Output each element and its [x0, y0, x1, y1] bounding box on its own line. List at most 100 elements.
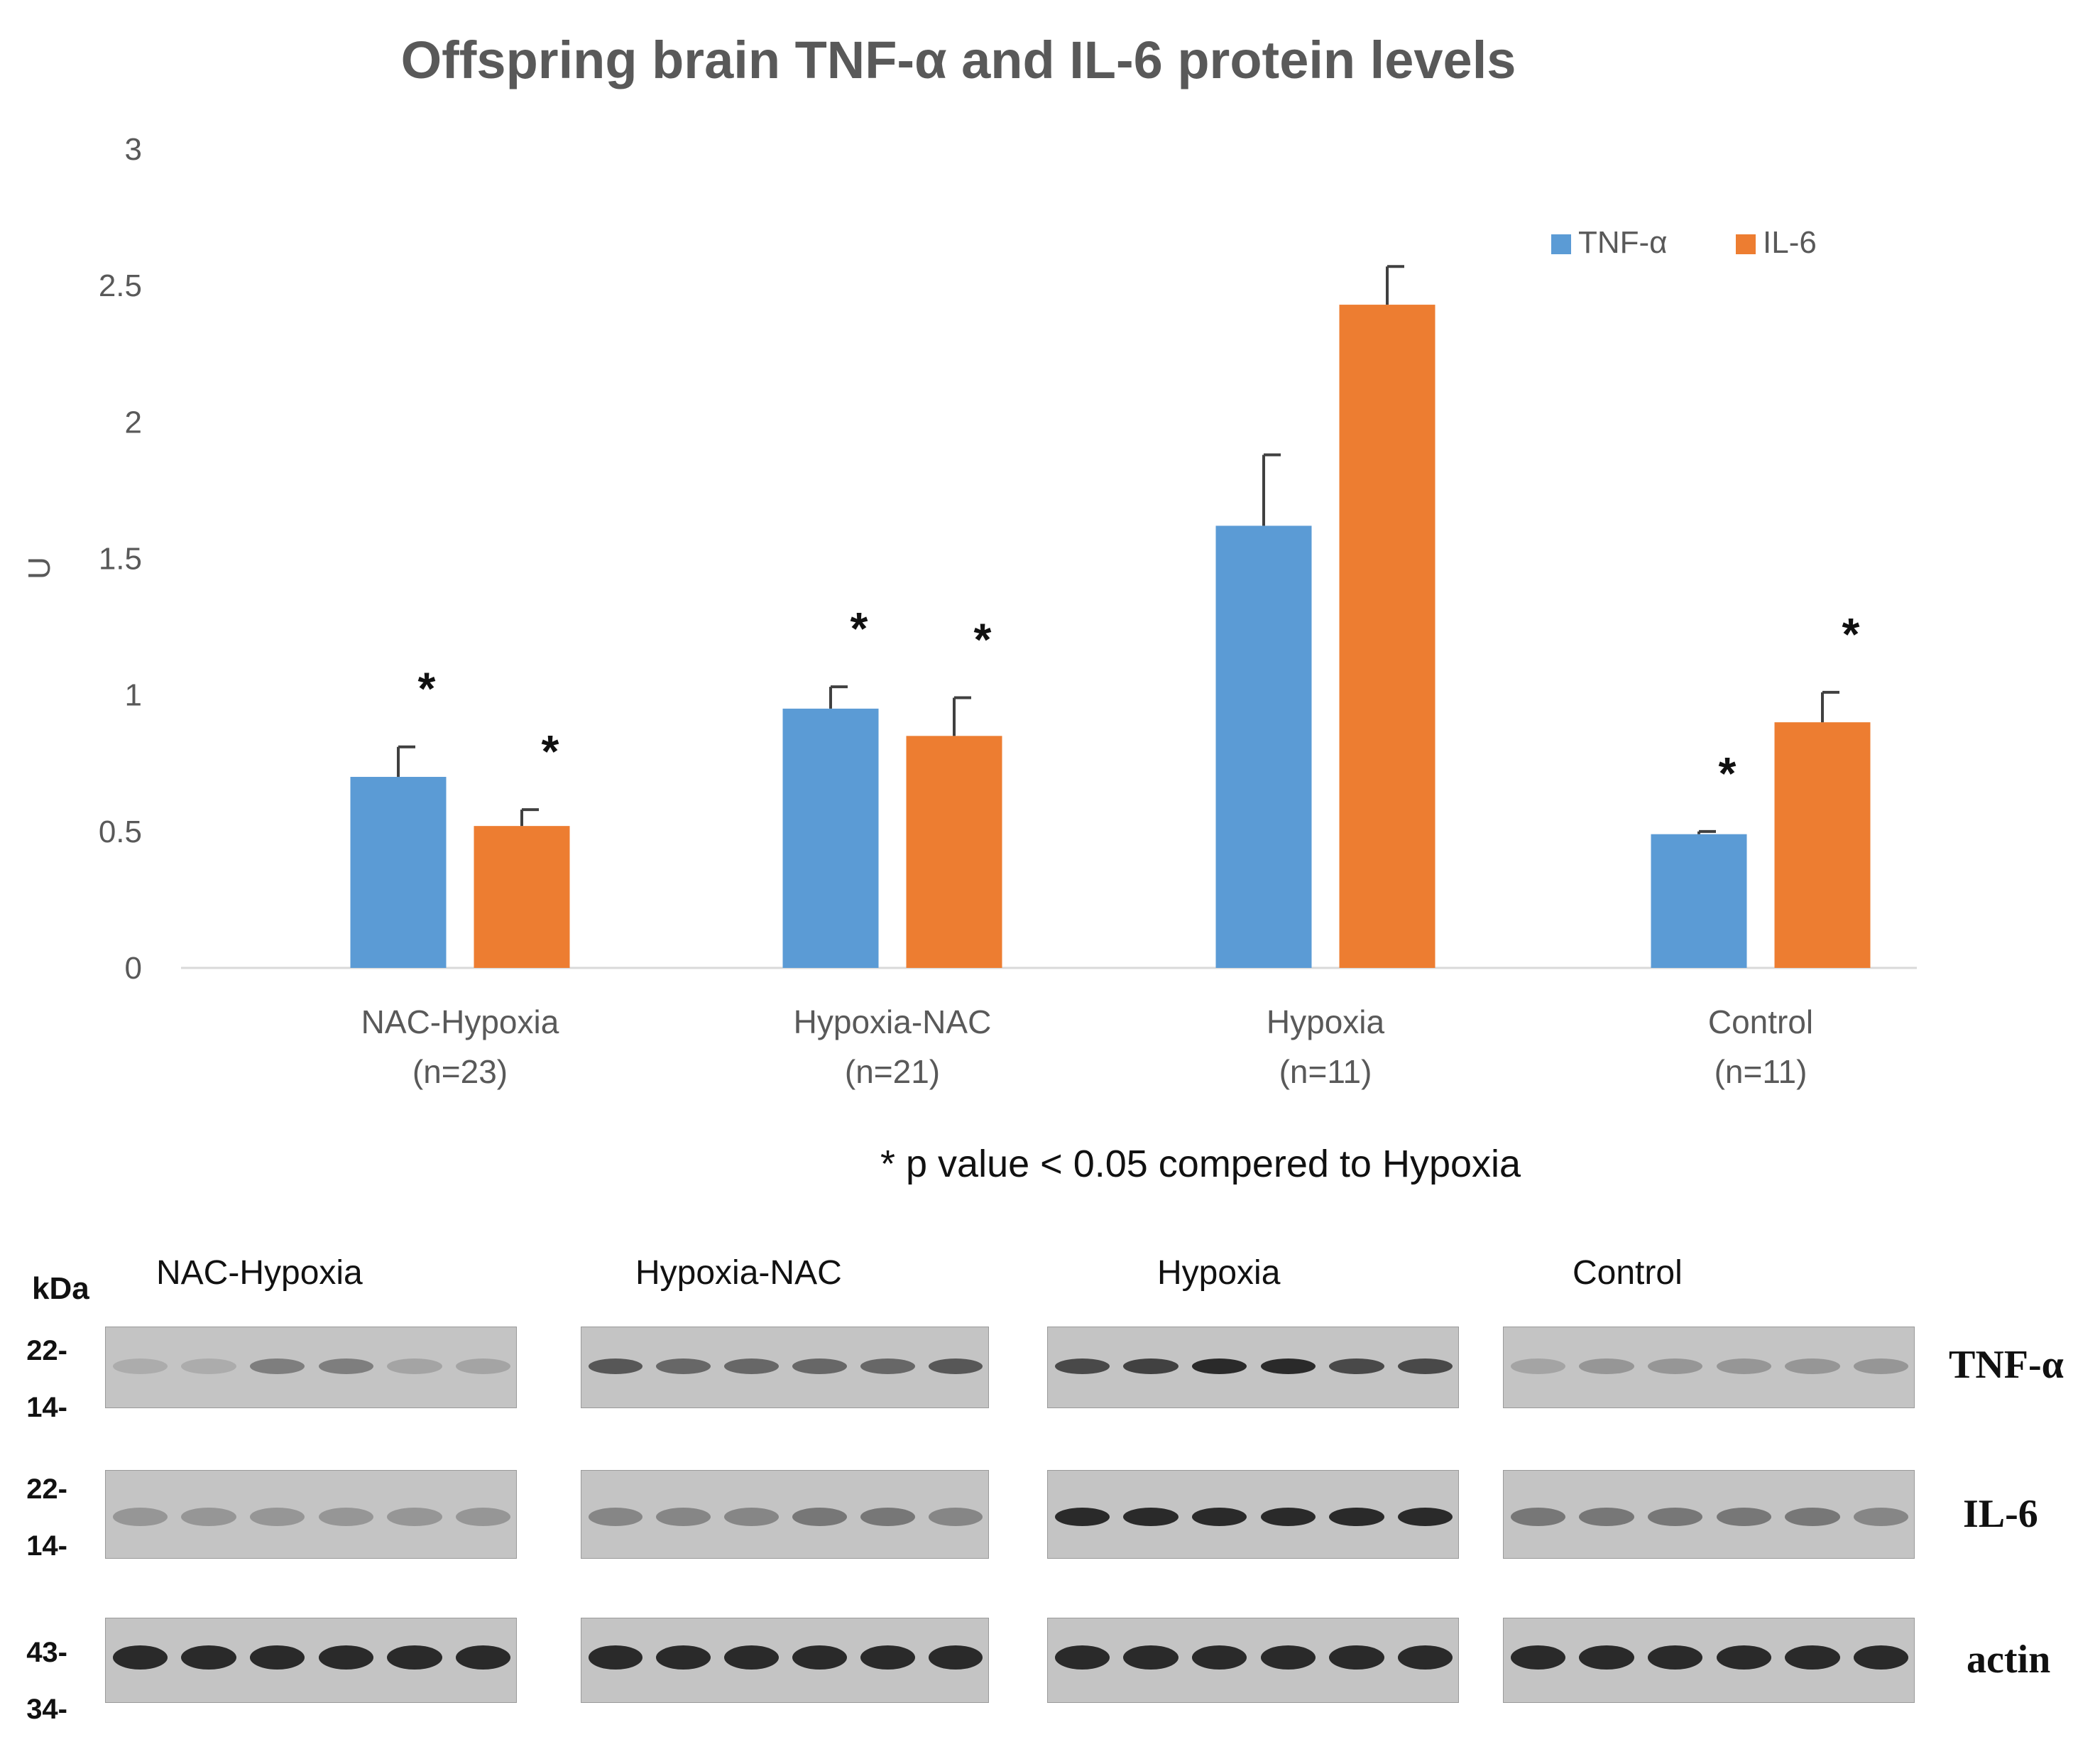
blot-strip — [1047, 1618, 1459, 1703]
blot-band — [112, 1645, 168, 1670]
y-tick-label: 2 — [125, 405, 142, 440]
blot-band — [1054, 1645, 1110, 1670]
blot-band — [1785, 1358, 1840, 1374]
y-tick-label: 0 — [125, 951, 142, 986]
blot-strip — [1503, 1470, 1915, 1559]
blot-group-label: NAC-Hypoxia — [156, 1254, 363, 1292]
blot-strip — [1503, 1327, 1915, 1408]
blot-band — [181, 1358, 236, 1374]
blot-band — [1329, 1358, 1384, 1374]
blot-band — [1054, 1508, 1110, 1526]
x-category-n: (n=11) — [1279, 1053, 1372, 1090]
blot-band — [1716, 1358, 1771, 1374]
blot-strip — [1047, 1327, 1459, 1408]
blot-band — [1579, 1645, 1634, 1670]
legend-swatch — [1551, 234, 1571, 254]
blot-band — [792, 1358, 847, 1374]
blot-band — [860, 1645, 915, 1670]
blot-strip — [105, 1618, 517, 1703]
blot-band — [860, 1358, 915, 1374]
significance-marker: * — [851, 603, 868, 654]
bar — [782, 708, 879, 968]
legend: TNF-α IL-6 — [1551, 225, 1817, 260]
kda-marker: 34- — [26, 1694, 67, 1725]
blot-band — [860, 1508, 915, 1526]
blot-band — [181, 1508, 236, 1526]
blot-band — [1510, 1508, 1565, 1526]
blot-band — [387, 1508, 442, 1526]
blot-band — [1123, 1645, 1178, 1670]
blot-band — [1716, 1645, 1771, 1670]
protein-label: actin — [1967, 1638, 2051, 1682]
legend-swatch — [1736, 234, 1756, 254]
kda-marker: 22- — [26, 1474, 67, 1505]
protein-label: TNF-α — [1949, 1343, 2064, 1387]
blot-band — [318, 1645, 373, 1670]
blot-band — [656, 1645, 711, 1670]
blot-band — [724, 1358, 779, 1374]
legend-label: TNF-α — [1578, 225, 1668, 260]
blot-band — [1398, 1508, 1453, 1526]
x-category-label: Control — [1708, 1003, 1813, 1040]
x-category-label: NAC-Hypoxia — [361, 1003, 559, 1040]
blot-band — [1123, 1508, 1178, 1526]
y-axis-label: U — [22, 557, 57, 579]
kda-marker: 14- — [26, 1530, 67, 1562]
blot-band — [588, 1508, 643, 1526]
blot-band — [1329, 1508, 1384, 1526]
blot-strip — [1503, 1618, 1915, 1703]
blot-group-label: Control — [1573, 1254, 1683, 1292]
blot-band — [1192, 1645, 1247, 1670]
significance-marker: * — [542, 726, 559, 777]
blot-strip — [581, 1470, 989, 1559]
blot-band — [456, 1358, 511, 1374]
blot-band — [181, 1645, 236, 1670]
bar — [1339, 305, 1435, 968]
blot-strip — [105, 1327, 517, 1408]
blot-band — [1579, 1358, 1634, 1374]
bar — [474, 826, 570, 968]
x-category-label: Hypoxia-NAC — [794, 1003, 992, 1040]
blot-band — [724, 1645, 779, 1670]
legend-label: IL-6 — [1763, 225, 1817, 260]
significance-marker: * — [418, 663, 436, 714]
y-tick-label: 2.5 — [99, 268, 142, 303]
blot-band — [1648, 1358, 1703, 1374]
blot-band — [1854, 1358, 1909, 1374]
blot-band — [1510, 1645, 1565, 1670]
blot-band — [1854, 1645, 1909, 1670]
blot-band — [1192, 1358, 1247, 1374]
blot-band — [318, 1358, 373, 1374]
y-tick-label: 3 — [125, 132, 142, 167]
blot-band — [928, 1508, 983, 1526]
blot-band — [724, 1508, 779, 1526]
blot-band — [250, 1358, 305, 1374]
blot-band — [250, 1508, 305, 1526]
blot-band — [112, 1508, 168, 1526]
blot-band — [1260, 1508, 1316, 1526]
blot-band — [1785, 1645, 1840, 1670]
x-category-n: (n=23) — [412, 1053, 508, 1090]
kda-marker: 43- — [26, 1637, 67, 1668]
blot-band — [928, 1358, 983, 1374]
blot-band — [588, 1645, 643, 1670]
significance-marker: * — [974, 614, 992, 665]
x-category-n: (n=21) — [845, 1053, 940, 1090]
y-tick-label: 0.5 — [99, 815, 142, 849]
blot-band — [456, 1645, 511, 1670]
kda-label: kDa — [32, 1271, 89, 1306]
blot-band — [928, 1645, 983, 1670]
blot-strip — [581, 1327, 989, 1408]
y-tick-label: 1.5 — [99, 542, 142, 577]
blot-band — [112, 1358, 168, 1374]
blot-band — [1785, 1508, 1840, 1526]
blot-band — [656, 1358, 711, 1374]
blot-band — [1648, 1508, 1703, 1526]
blot-band — [1510, 1358, 1565, 1374]
blot-band — [1398, 1358, 1453, 1374]
blot-strip — [1047, 1470, 1459, 1559]
protein-label: IL-6 — [1963, 1492, 2038, 1536]
chart-title: Offspring brain TNF-α and IL-6 protein l… — [401, 31, 1516, 89]
blot-band — [456, 1508, 511, 1526]
blot-band — [1648, 1645, 1703, 1670]
